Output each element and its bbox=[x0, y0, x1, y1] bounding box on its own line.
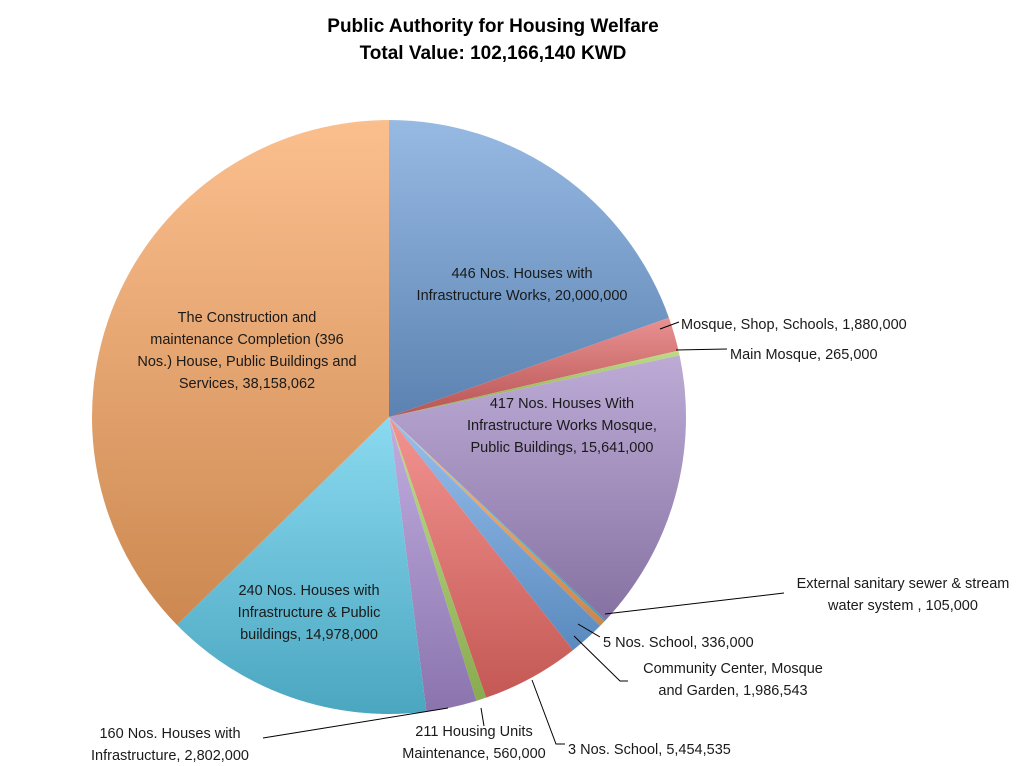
slice-label: Main Mosque, 265,000 bbox=[730, 347, 878, 363]
slice-label-line: External sanitary sewer & stream bbox=[797, 576, 1010, 592]
slice-label-line: The Construction and bbox=[178, 310, 317, 326]
slice-label-line: Community Center, Mosque bbox=[643, 661, 823, 677]
leader-line bbox=[480, 707, 485, 727]
slice-label-line: Infrastructure Works, 20,000,000 bbox=[417, 288, 628, 304]
slice-label-line: Infrastructure & Public bbox=[238, 605, 381, 621]
slice-label-line: 5 Nos. School, 336,000 bbox=[603, 635, 754, 651]
slice-label-line: Services, 38,158,062 bbox=[179, 376, 315, 392]
leader-line bbox=[577, 623, 601, 638]
slice-label: 211 Housing Units Maintenance, 560,000 bbox=[402, 724, 546, 762]
slice-label-line: 417 Nos. Houses With bbox=[490, 396, 634, 412]
slice-label: 417 Nos. Houses With Infrastructure Works… bbox=[467, 396, 657, 456]
slice-label-line: Nos.) House, Public Buildings and bbox=[137, 354, 356, 370]
chart-subtitle: Total Value: 102,166,140 KWD bbox=[360, 43, 627, 64]
slice-label-line: 3 Nos. School, 5,454,535 bbox=[568, 742, 731, 758]
slice-label-line: buildings, 14,978,000 bbox=[240, 627, 378, 643]
pie-slice bbox=[177, 417, 427, 715]
slice-label-line: Public Buildings, 15,641,000 bbox=[471, 440, 654, 456]
leader-line bbox=[675, 348, 728, 351]
pie-slice bbox=[389, 120, 669, 417]
slice-label: 446 Nos. Houses with Infrastructure Works… bbox=[417, 266, 628, 304]
pie-slice bbox=[389, 417, 574, 698]
slice-label: 160 Nos. Houses with Infrastructure, 2,80… bbox=[91, 726, 249, 764]
leader-line bbox=[262, 707, 449, 739]
slice-label: 5 Nos. School, 336,000 bbox=[603, 635, 754, 651]
slice-label-line: water system , 105,000 bbox=[827, 598, 978, 614]
leader-line bbox=[604, 592, 785, 615]
slice-label-line: Maintenance, 560,000 bbox=[402, 746, 546, 762]
slice-label-line: 211 Housing Units bbox=[415, 724, 532, 740]
slice-label: 240 Nos. Houses with Infrastructure & Pub… bbox=[238, 583, 381, 643]
leader-line bbox=[659, 321, 680, 330]
slice-label-line: Infrastructure Works Mosque, bbox=[467, 418, 657, 434]
slice-label: Mosque, Shop, Schools, 1,880,000 bbox=[681, 317, 907, 333]
slice-label-line: 240 Nos. Houses with bbox=[238, 583, 379, 599]
pie-slice bbox=[389, 317, 679, 417]
chart-title: Public Authority for Housing Welfare bbox=[327, 16, 658, 37]
slice-label-line: 160 Nos. Houses with bbox=[99, 726, 240, 742]
pie-slice bbox=[389, 417, 477, 712]
slice-label-line: Mosque, Shop, Schools, 1,880,000 bbox=[681, 317, 907, 333]
pie-slice bbox=[389, 350, 680, 417]
pie-slice bbox=[389, 417, 605, 626]
pie-slices bbox=[92, 120, 686, 715]
slice-label-line: maintenance Completion (396 bbox=[150, 332, 343, 348]
pie-slice bbox=[92, 120, 390, 626]
leader-lines bbox=[262, 321, 785, 745]
slice-label-line: 446 Nos. Houses with bbox=[451, 266, 592, 282]
slice-label-line: and Garden, 1,986,543 bbox=[658, 683, 807, 699]
slice-label: Community Center, Mosque and Garden, 1,98… bbox=[643, 661, 823, 699]
pie-slice bbox=[389, 355, 686, 621]
slice-label-line: Main Mosque, 265,000 bbox=[730, 347, 878, 363]
slice-label: 3 Nos. School, 5,454,535 bbox=[568, 742, 731, 758]
slice-labels: 446 Nos. Houses with Infrastructure Works… bbox=[91, 266, 1009, 764]
slice-label: External sanitary sewer & stream water sy… bbox=[797, 576, 1010, 614]
slice-label: The Construction and maintenance Completi… bbox=[137, 310, 356, 392]
pie-slice bbox=[389, 417, 487, 701]
slice-label-line: Infrastructure, 2,802,000 bbox=[91, 748, 249, 764]
leader-line bbox=[531, 679, 565, 745]
leader-line bbox=[573, 635, 628, 682]
pie-slice bbox=[389, 417, 601, 651]
pie-slice bbox=[389, 417, 606, 622]
